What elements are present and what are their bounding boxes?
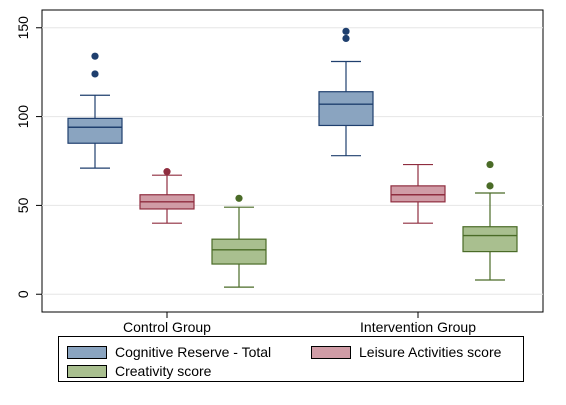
legend-label-creativity: Creativity score (115, 363, 211, 379)
outlier-point-0 (486, 182, 493, 189)
box-2-0 (212, 195, 266, 287)
x-category-label-0: Control Group (123, 319, 211, 335)
y-tick-label-150: 150 (15, 16, 31, 40)
y-tick-label-50: 50 (15, 197, 31, 213)
outlier-point-0 (235, 195, 242, 202)
y-axis: 0 50 100 150 (15, 16, 42, 298)
legend: Cognitive Reserve - Total Leisure Activi… (58, 336, 524, 382)
y-tick-label-100: 100 (15, 105, 31, 129)
box-0-0 (68, 53, 122, 169)
outlier-point-0 (91, 70, 98, 77)
box-2-1 (463, 161, 517, 280)
iqr-box (391, 186, 445, 202)
x-axis: Control Group Intervention Group (123, 312, 476, 335)
box-1-1 (391, 165, 445, 224)
y-tick-label-0: 0 (15, 290, 31, 298)
legend-swatch-leisure-activities (311, 346, 351, 359)
iqr-box (463, 227, 517, 252)
box-series (68, 28, 517, 287)
iqr-box (68, 118, 122, 143)
iqr-box (212, 239, 266, 264)
legend-item-leisure-activities: Leisure Activities score (311, 343, 501, 361)
box-1-0 (140, 168, 194, 223)
outlier-point-0 (342, 35, 349, 42)
legend-label-cognitive-reserve: Cognitive Reserve - Total (115, 344, 271, 360)
legend-label-leisure-activities: Leisure Activities score (359, 344, 501, 360)
legend-swatch-cognitive-reserve (67, 346, 107, 359)
legend-item-cognitive-reserve: Cognitive Reserve - Total (67, 343, 271, 361)
plot-area-frame (42, 10, 543, 312)
legend-item-creativity: Creativity score (67, 362, 211, 380)
outlier-point-1 (486, 161, 493, 168)
box-0-1 (319, 28, 373, 156)
legend-swatch-creativity (67, 365, 107, 378)
iqr-box (319, 92, 373, 126)
outlier-point-0 (163, 168, 170, 175)
outlier-point-1 (91, 53, 98, 60)
outlier-point-1 (342, 28, 349, 35)
grid-lines (42, 28, 543, 294)
x-category-label-1: Intervention Group (360, 319, 476, 335)
